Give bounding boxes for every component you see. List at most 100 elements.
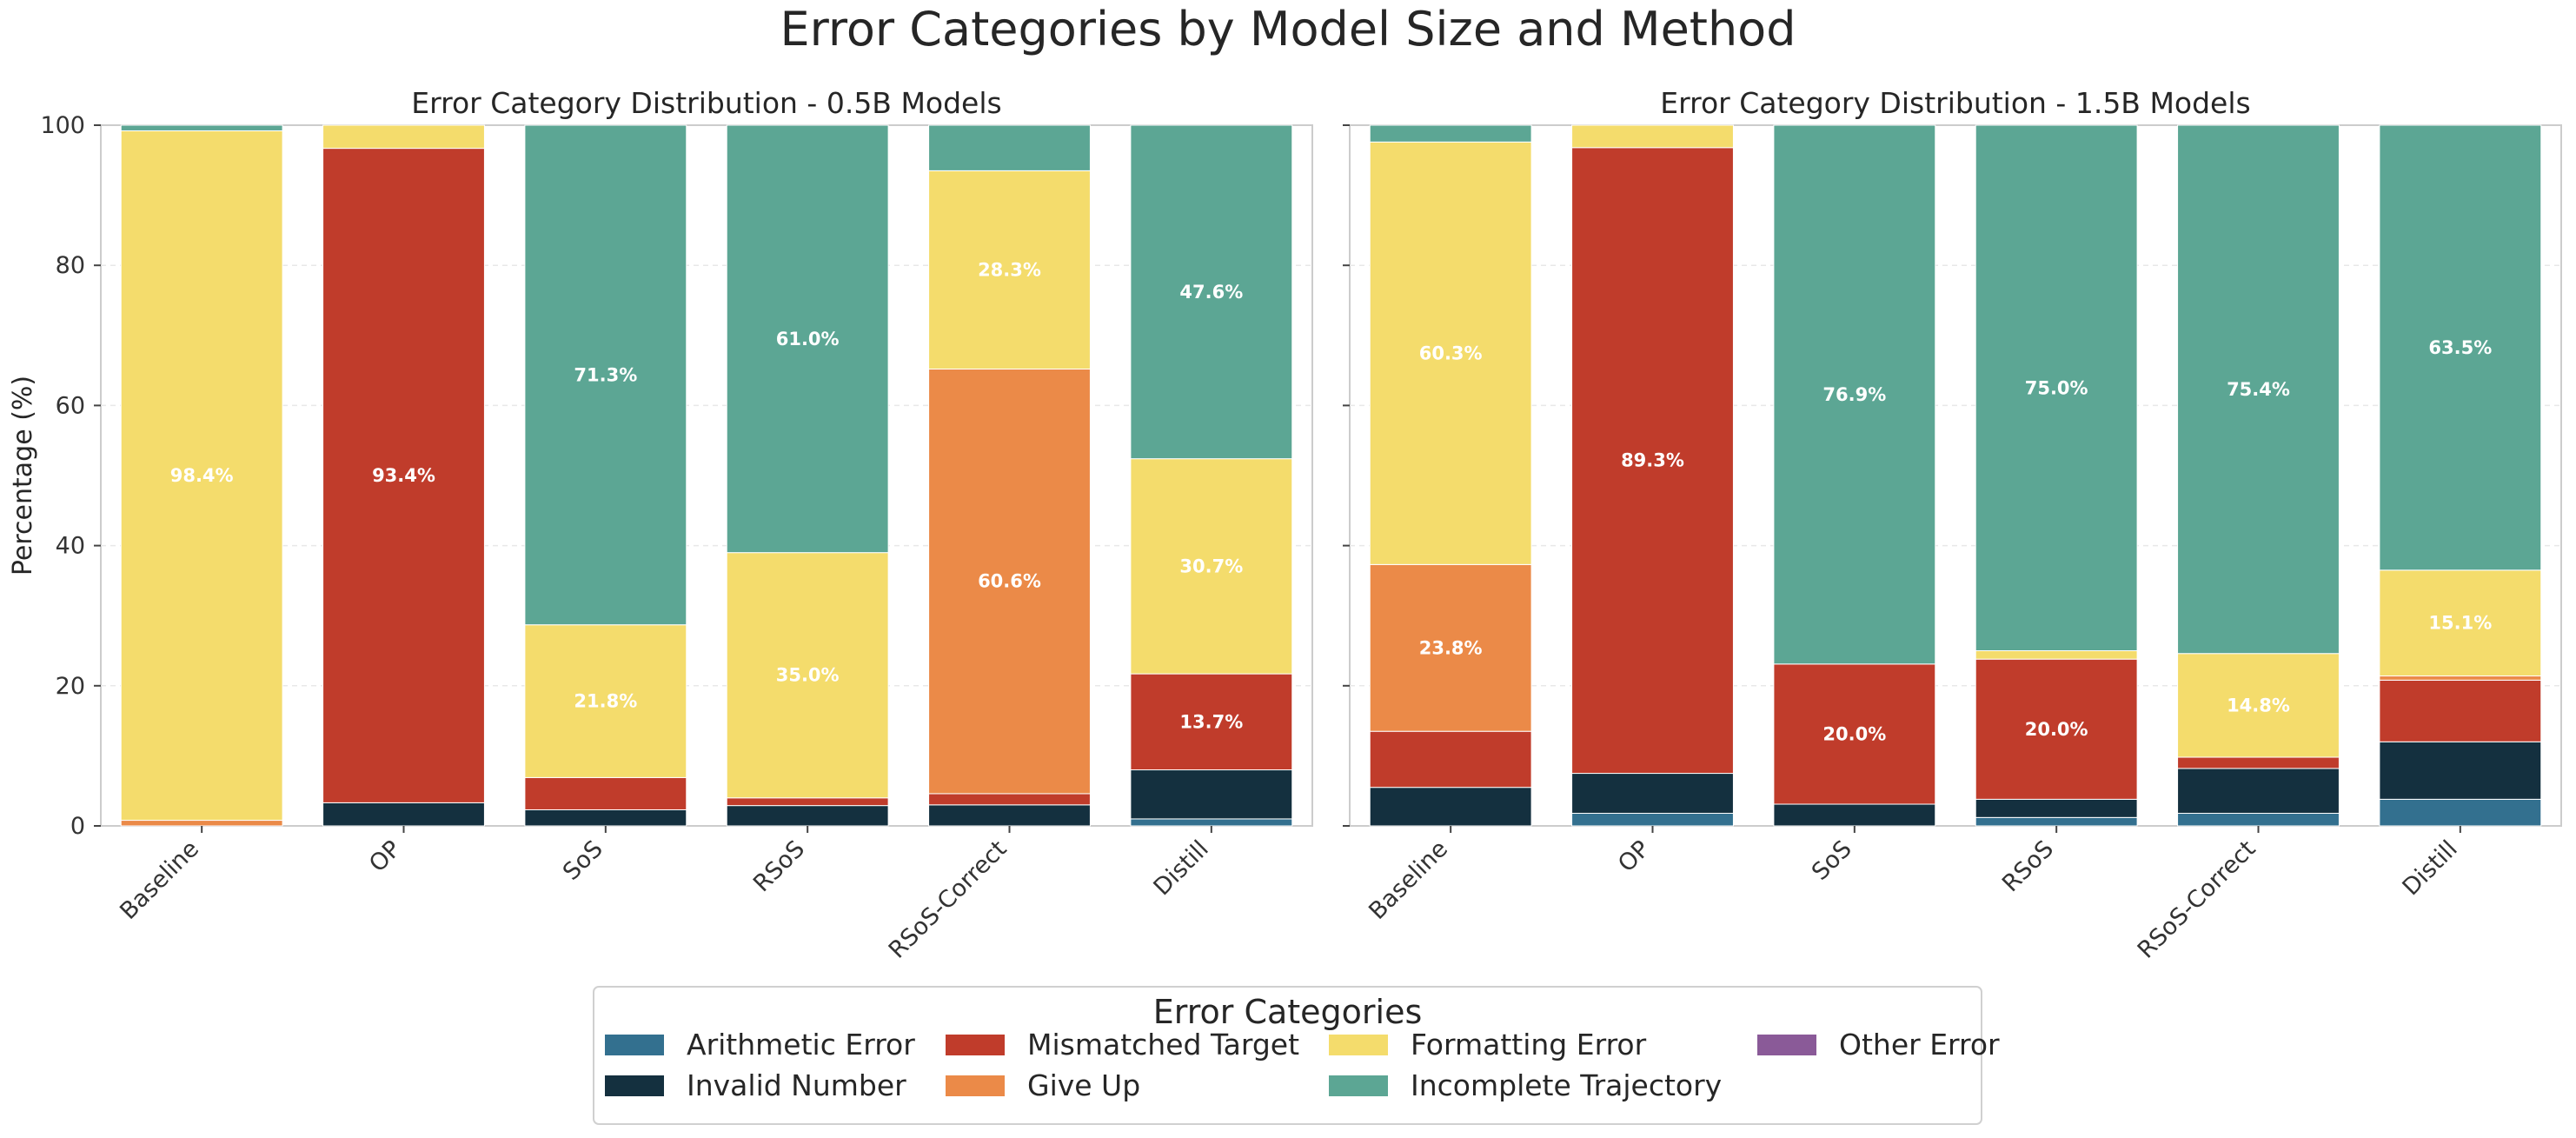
data-label: 93.4%: [372, 465, 435, 486]
panel-title: Error Category Distribution - 1.5B Model…: [1660, 86, 2250, 120]
bar-segment-baseline-give-up: [120, 820, 283, 827]
bar-segment-rsos-correct-formatting-error: [2177, 653, 2340, 758]
x-tick-label: Distill: [2398, 835, 2463, 901]
plot-area: [1349, 124, 2562, 827]
bar-segment-sos-incomplete-trajectory: [1773, 124, 1936, 665]
figure-suptitle: Error Categories by Model Size and Metho…: [780, 2, 1796, 57]
data-label: 47.6%: [1179, 282, 1243, 303]
bar-segment-rsos-correct-invalid-number: [2177, 768, 2340, 814]
legend-label: Formatting Error: [1411, 1028, 1647, 1061]
data-label: 60.3%: [1419, 343, 1483, 363]
y-tick-label: 60: [56, 392, 85, 419]
data-label: 20.0%: [2025, 719, 2088, 740]
bar-segment-rsos-correct-incomplete-trajectory: [2177, 124, 2340, 655]
chart-legend: Error Categories Arithmetic Error Mismatch…: [593, 986, 2000, 1125]
bar-segment-baseline-give-up: [1369, 563, 1532, 732]
bar-segment-distill-mismatched-target: [2379, 679, 2542, 742]
x-tick-label: SoS: [558, 835, 608, 886]
legend-label: Mismatched Target: [1027, 1028, 1299, 1061]
bar-segment-distill-formatting-error: [2379, 569, 2542, 677]
bar-segment-rsos-arithmetic-error: [1975, 816, 2138, 827]
data-label: 28.3%: [978, 259, 1041, 280]
bar-segment-sos-invalid-number: [524, 809, 687, 827]
bar-segment-op-invalid-number: [1571, 773, 1734, 814]
bar-segment-baseline-formatting-error: [120, 130, 283, 822]
data-label: 60.6%: [978, 571, 1041, 592]
chart-panel-2: Baseline OP SoS RSoS RSoS-Correct Distill 60.3…: [1343, 86, 2562, 964]
legend-swatch: [946, 1075, 1005, 1096]
x-tick-label: RSoS-Correct: [884, 835, 1012, 964]
legend-entry-invalid-number: Invalid Number: [605, 1068, 906, 1102]
panel-title: Error Category Distribution - 0.5B Model…: [411, 86, 1001, 120]
data-label: 71.3%: [574, 364, 637, 385]
legend-entry-other-error: Other Error: [1757, 1028, 2000, 1061]
bar-segment-rsos-invalid-number: [726, 805, 889, 827]
y-tick-label: 40: [56, 533, 85, 560]
bar-segment-sos-invalid-number: [1773, 803, 1936, 827]
data-label: 61.0%: [776, 329, 840, 349]
bar-segment-distill-incomplete-trajectory: [1130, 124, 1293, 460]
y-tick-label: 80: [56, 252, 85, 279]
data-label: 15.1%: [2428, 613, 2492, 634]
x-tick-label: Distill: [1149, 835, 1214, 901]
plot-area: [100, 124, 1313, 827]
bar-segment-rsos-incomplete-trajectory: [1975, 124, 2138, 651]
legend-swatch: [1329, 1035, 1388, 1055]
bar-segment-rsos-formatting-error: [1975, 650, 2138, 660]
bar-segment-sos-mismatched-target: [524, 776, 687, 810]
x-tick-label: OP: [1613, 835, 1655, 877]
data-label: 63.5%: [2428, 337, 2492, 358]
bar-segment-op-arithmetic-error: [1571, 812, 1734, 827]
bar-segment-rsos-invalid-number: [1975, 798, 2138, 818]
bar-segment-rsos-correct-incomplete-trajectory: [928, 124, 1091, 171]
legend-label: Other Error: [1839, 1028, 2000, 1061]
y-tick-label: 0: [70, 813, 85, 840]
bar-segment-rsos-correct-invalid-number: [928, 804, 1091, 827]
bar-segment-rsos-formatting-error: [726, 552, 889, 799]
legend-entry-incomplete-trajectory: Incomplete Trajectory: [1329, 1068, 1722, 1102]
bar-segment-baseline-formatting-error: [1369, 141, 1532, 565]
bar-segment-distill-incomplete-trajectory: [2379, 124, 2542, 571]
data-label: 76.9%: [1822, 384, 1886, 405]
bar-segment-rsos-correct-formatting-error: [928, 170, 1091, 369]
legend-swatch: [946, 1035, 1005, 1055]
data-label: 75.0%: [2025, 377, 2088, 398]
y-axis-label: Percentage (%): [8, 376, 38, 576]
bar-segment-rsos-mismatched-target: [1975, 658, 2138, 800]
legend-label: Arithmetic Error: [687, 1028, 915, 1061]
x-tick-label: OP: [364, 835, 406, 877]
legend-entry-formatting-error: Formatting Error: [1329, 1028, 1647, 1061]
x-tick-label: Baseline: [1364, 835, 1453, 925]
bar-segment-rsos-correct-mismatched-target: [2177, 756, 2340, 769]
legend-swatch: [1757, 1035, 1816, 1055]
chart-panel-1: 0 20 40 60 80 100 Baseline OP SoS RSoS RSoS-Correc…: [8, 86, 1313, 964]
x-tick-label: RSoS-Correct: [2133, 835, 2261, 964]
bar-segment-distill-give-up: [2379, 675, 2542, 681]
data-label: 89.3%: [1621, 450, 1684, 471]
data-label: 30.7%: [1179, 556, 1243, 576]
data-label: 98.4%: [170, 465, 234, 486]
bar-segment-rsos-correct-mismatched-target: [928, 793, 1091, 806]
bar-segment-op-mismatched-target: [1571, 147, 1734, 775]
legend-label: Incomplete Trajectory: [1411, 1068, 1722, 1102]
bar-segment-distill-invalid-number: [2379, 741, 2542, 800]
bar-segment-rsos-correct-arithmetic-error: [2177, 812, 2340, 827]
legend-swatch: [1329, 1075, 1388, 1096]
bar-segment-distill-invalid-number: [1130, 769, 1293, 820]
data-label: 13.7%: [1179, 711, 1243, 732]
data-label: 14.8%: [2227, 695, 2290, 715]
bar-segment-distill-arithmetic-error: [2379, 798, 2542, 827]
bar-segment-rsos-correct-give-up: [928, 368, 1091, 795]
bar-segment-baseline-incomplete-trajectory: [1369, 124, 1532, 143]
y-tick-label: 100: [40, 112, 85, 139]
legend-entry-mismatched-target: Mismatched Target: [946, 1028, 1299, 1061]
bar-segment-op-mismatched-target: [322, 148, 485, 803]
bar-segment-sos-incomplete-trajectory: [524, 124, 687, 626]
bar-segment-distill-formatting-error: [1130, 458, 1293, 675]
legend-label: Invalid Number: [687, 1068, 906, 1102]
x-tick-label: RSoS: [1997, 835, 2059, 897]
legend-entry-give-up: Give Up: [946, 1068, 1140, 1102]
data-label: 20.0%: [1822, 723, 1886, 744]
data-label: 35.0%: [776, 665, 840, 686]
